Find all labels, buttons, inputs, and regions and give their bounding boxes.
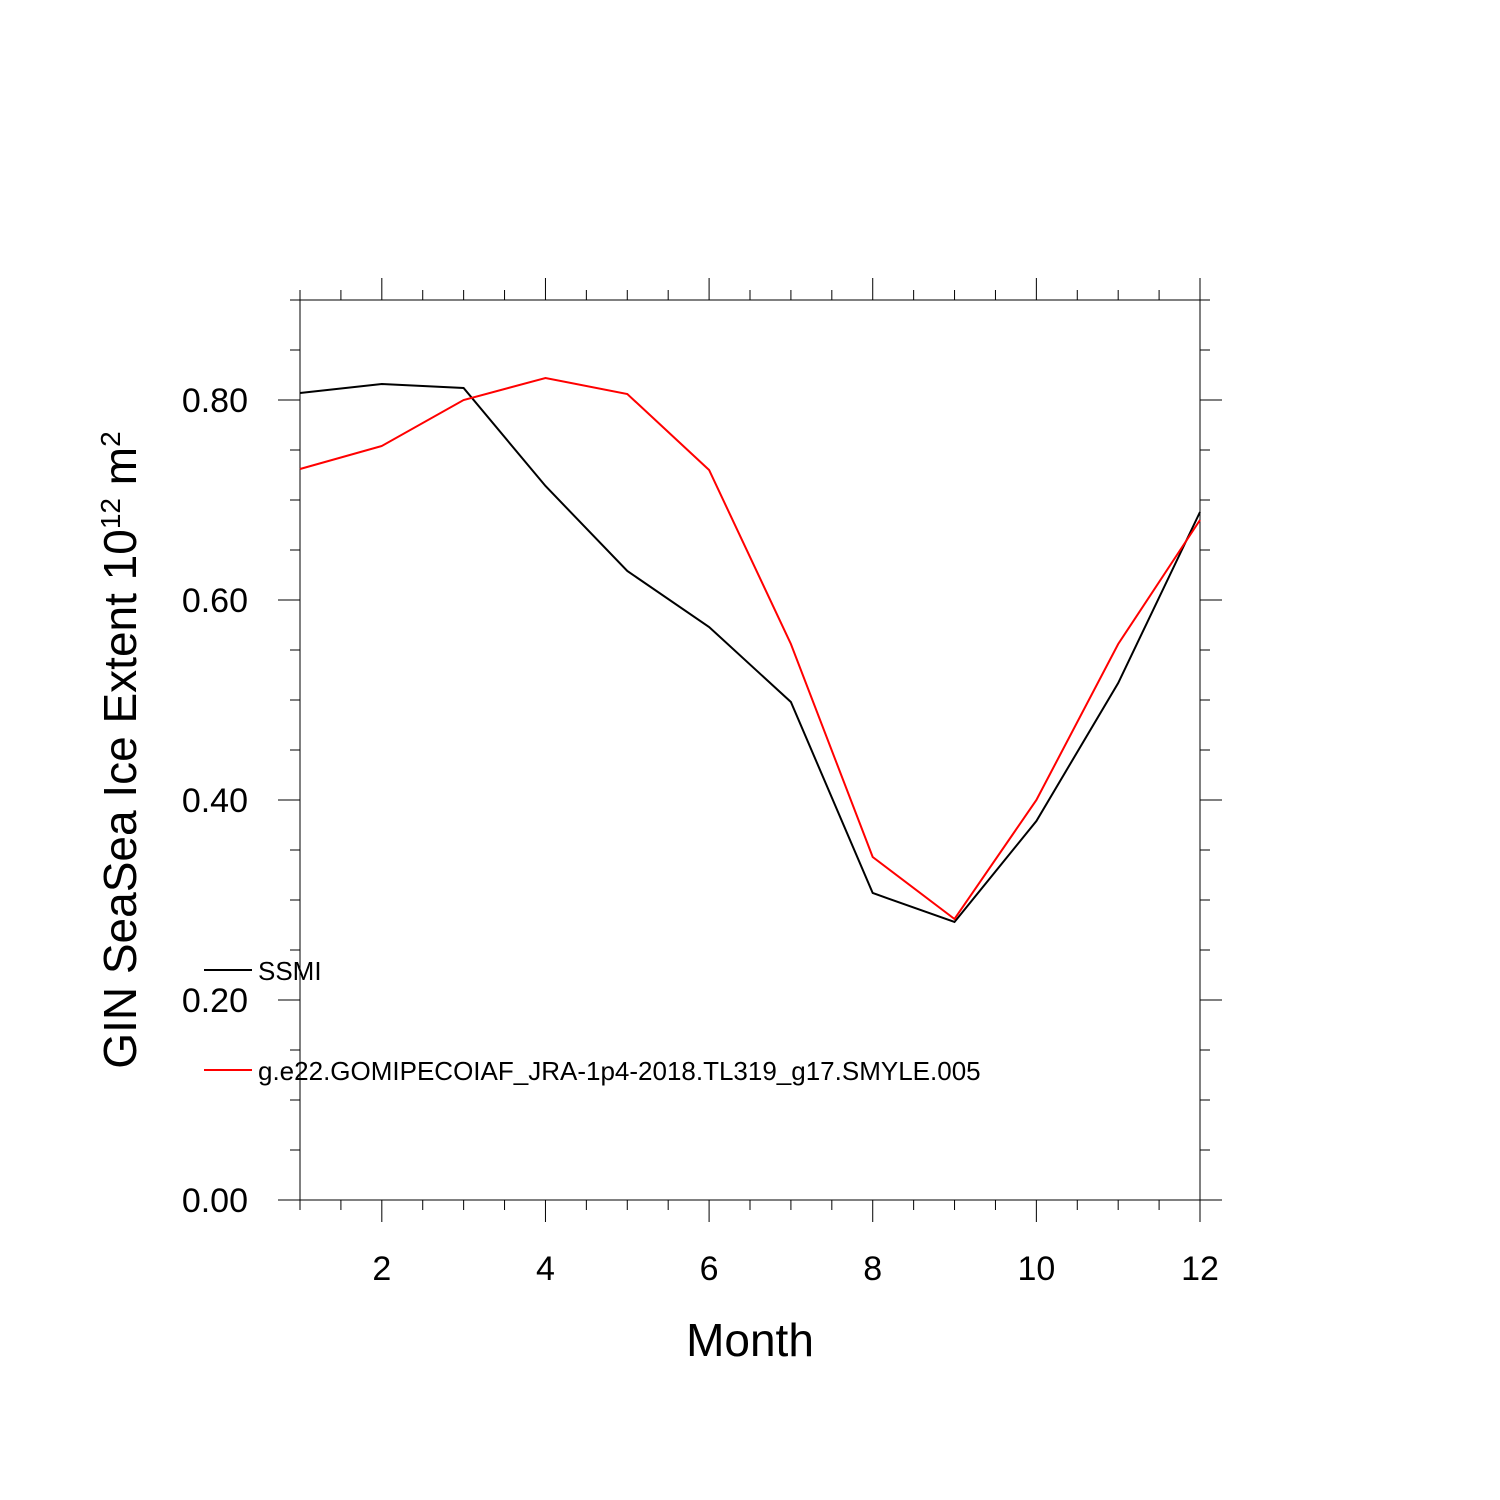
- series-layer: [299, 376, 1201, 924]
- series-line-model: [299, 376, 1201, 921]
- legend-label-ssmi: SSMI: [258, 956, 322, 986]
- x-tick-label: 8: [863, 1250, 882, 1288]
- y-tick-label: 0.40: [182, 782, 248, 820]
- y-axis-title-exponent: 12: [95, 498, 126, 529]
- plot-frame: [299, 299, 1201, 1201]
- axis-ticks: [278, 278, 1222, 1222]
- x-tick-label: 10: [1017, 1250, 1055, 1288]
- x-axis-title: Month: [686, 1314, 814, 1366]
- x-tick-label: 12: [1181, 1250, 1219, 1288]
- y-axis-title: GIN SeaSea Ice Extent 1012 m2: [94, 431, 146, 1068]
- y-tick-label: 0.60: [182, 582, 248, 620]
- x-tick-label: 6: [700, 1250, 719, 1288]
- legend-label-model: g.e22.GOMIPECOIAF_JRA-1p4-2018.TL319_g17…: [258, 1056, 981, 1086]
- y-tick-label: 0.20: [182, 982, 248, 1020]
- y-tick-label: 0.00: [182, 1182, 248, 1220]
- x-tick-label: 2: [372, 1250, 391, 1288]
- tick-labels: 2 4 6 8 10 12 0.00 0.20 0.40 0.60 0.80: [182, 382, 1219, 1288]
- y-tick-label: 0.80: [182, 382, 248, 420]
- y-axis-title-base: GIN SeaSea Ice Extent 10: [94, 529, 146, 1069]
- y-axis-title-unit-exponent: 2: [95, 431, 126, 447]
- y-axis-title-unit: m: [94, 447, 146, 498]
- legend: SSMI g.e22.GOMIPECOIAF_JRA-1p4-2018.TL31…: [204, 956, 981, 1086]
- series-line-ssmi: [299, 382, 1201, 924]
- x-tick-label: 4: [536, 1250, 555, 1288]
